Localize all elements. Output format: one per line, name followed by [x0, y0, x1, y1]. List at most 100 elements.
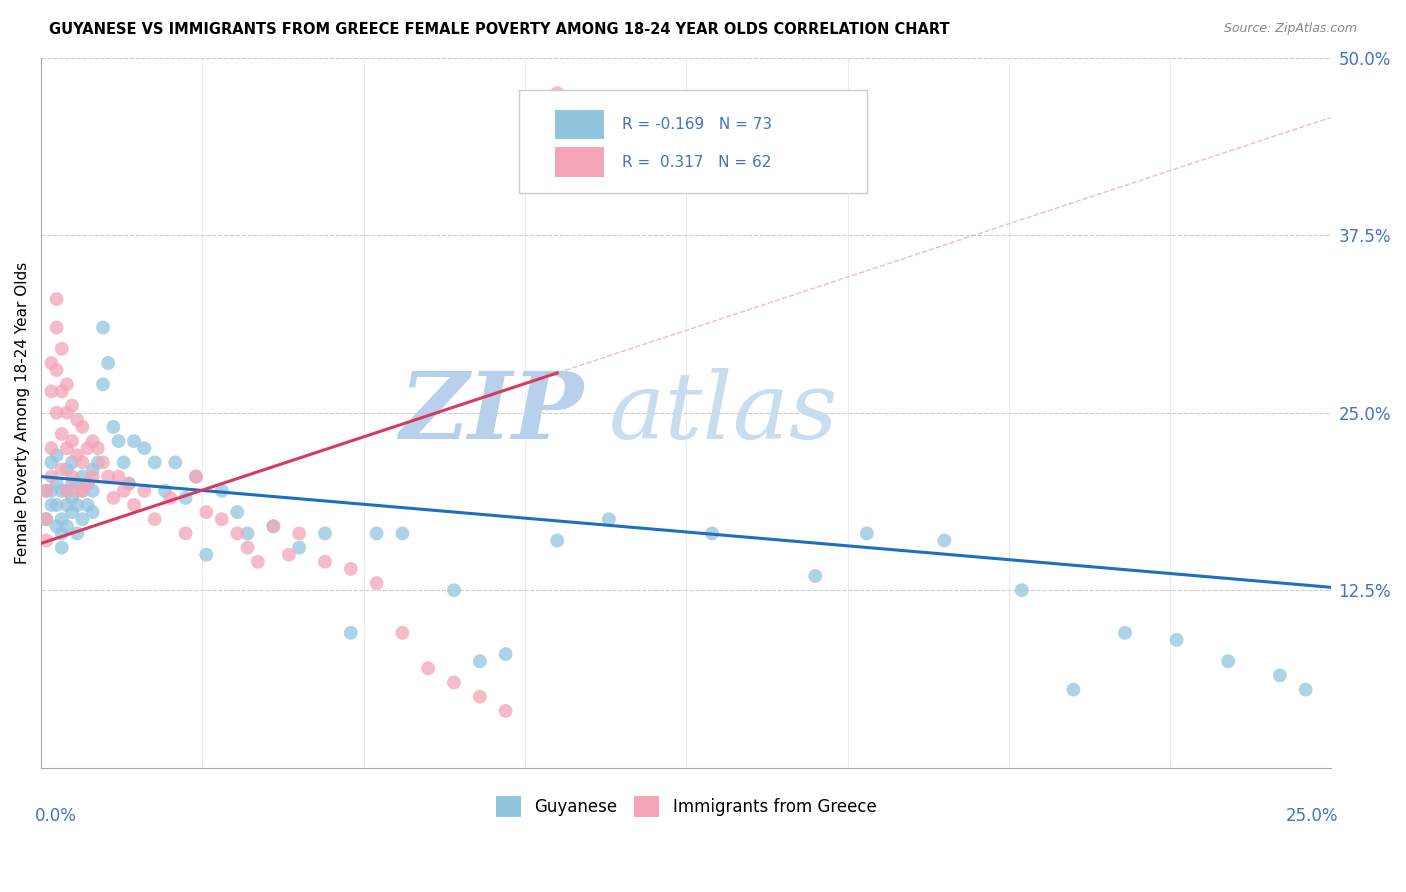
Point: [112, 455, 135, 469]
Point: [45, 292, 67, 306]
Point: [118, 476, 141, 491]
Point: [107, 434, 129, 448]
Point: [314, 555, 336, 569]
Point: [103, 420, 125, 434]
Point: [72, 420, 94, 434]
Point: [41, 441, 63, 455]
Point: [45, 519, 67, 533]
Point: [35, 512, 58, 526]
Point: [66, 413, 89, 427]
Bar: [554, 110, 603, 139]
Point: [45, 448, 67, 462]
Point: [112, 483, 135, 498]
Point: [76, 441, 98, 455]
Point: [60, 399, 83, 413]
Point: [122, 434, 145, 448]
Text: Source: ZipAtlas.com: Source: ZipAtlas.com: [1223, 22, 1357, 36]
Point: [56, 377, 79, 392]
Point: [76, 476, 98, 491]
Text: 0.0%: 0.0%: [35, 806, 76, 825]
Point: [1062, 682, 1084, 697]
Point: [72, 483, 94, 498]
Point: [72, 483, 94, 498]
Point: [366, 576, 388, 591]
Point: [60, 434, 83, 448]
Point: [87, 455, 110, 469]
Point: [35, 533, 58, 548]
Point: [236, 541, 259, 555]
Point: [184, 469, 207, 483]
Point: [35, 512, 58, 526]
Point: [236, 526, 259, 541]
Point: [211, 512, 233, 526]
Point: [118, 476, 141, 491]
Point: [165, 455, 187, 469]
Point: [159, 491, 181, 505]
Point: [339, 625, 361, 640]
Point: [72, 455, 94, 469]
Point: [495, 647, 517, 661]
Point: [134, 441, 156, 455]
Point: [66, 526, 89, 541]
Point: [122, 498, 145, 512]
Point: [153, 483, 176, 498]
Point: [60, 476, 83, 491]
Point: [443, 675, 465, 690]
Point: [60, 505, 83, 519]
Point: [66, 476, 89, 491]
Text: GUYANESE VS IMMIGRANTS FROM GREECE FEMALE POVERTY AMONG 18-24 YEAR OLDS CORRELAT: GUYANESE VS IMMIGRANTS FROM GREECE FEMAL…: [49, 22, 950, 37]
Point: [262, 519, 284, 533]
Point: [51, 384, 73, 399]
Point: [56, 462, 79, 476]
Point: [66, 483, 89, 498]
Point: [443, 583, 465, 598]
Point: [97, 469, 120, 483]
Point: [56, 519, 79, 533]
Point: [76, 476, 98, 491]
Point: [1295, 682, 1317, 697]
Point: [97, 356, 120, 370]
Point: [41, 483, 63, 498]
Point: [339, 562, 361, 576]
Point: [103, 491, 125, 505]
Point: [546, 86, 568, 100]
Point: [66, 448, 89, 462]
Text: atlas: atlas: [609, 368, 838, 458]
Point: [91, 320, 114, 334]
Point: [51, 342, 73, 356]
Point: [60, 455, 83, 469]
Text: 25.0%: 25.0%: [1285, 806, 1339, 825]
Point: [60, 469, 83, 483]
Point: [87, 441, 110, 455]
Point: [82, 462, 104, 476]
Point: [51, 512, 73, 526]
Point: [246, 555, 269, 569]
Point: [134, 483, 156, 498]
Text: ZIP: ZIP: [399, 368, 583, 458]
Point: [56, 483, 79, 498]
Point: [45, 406, 67, 420]
Point: [51, 526, 73, 541]
Point: [495, 704, 517, 718]
Point: [56, 406, 79, 420]
Point: [1011, 583, 1033, 598]
Point: [804, 569, 827, 583]
Point: [468, 690, 491, 704]
Point: [366, 526, 388, 541]
Point: [184, 469, 207, 483]
Point: [41, 469, 63, 483]
Point: [41, 356, 63, 370]
Point: [598, 512, 620, 526]
Point: [41, 498, 63, 512]
Point: [856, 526, 879, 541]
Point: [211, 483, 233, 498]
Point: [66, 498, 89, 512]
Point: [60, 491, 83, 505]
Point: [91, 377, 114, 392]
Point: [391, 526, 413, 541]
Point: [35, 483, 58, 498]
Point: [41, 455, 63, 469]
Point: [45, 476, 67, 491]
Point: [91, 455, 114, 469]
Point: [143, 512, 166, 526]
